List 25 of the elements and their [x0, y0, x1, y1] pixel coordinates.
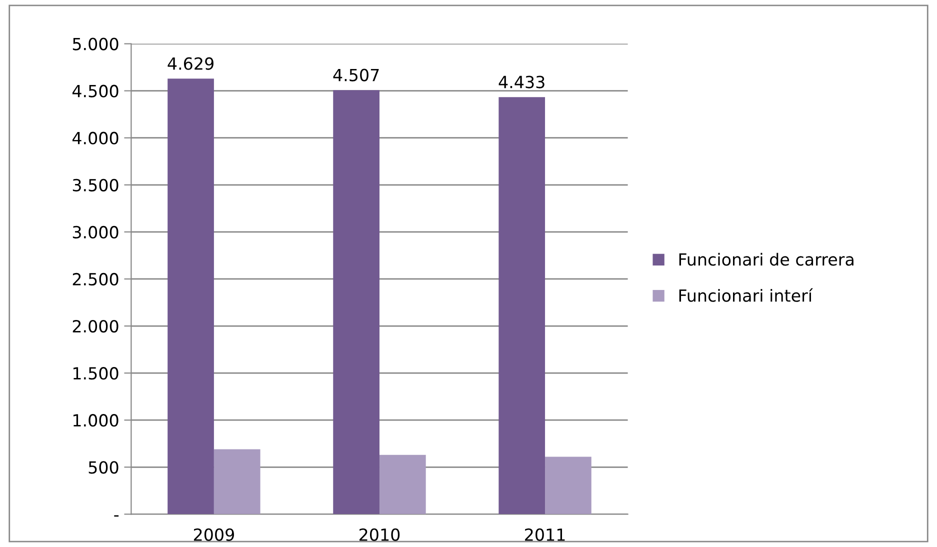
legend-label: Funcionari interí — [679, 288, 813, 302]
data-label: 4.433 — [498, 76, 544, 88]
data-label: 4.507 — [333, 68, 379, 82]
y-tick-label: 2.500 — [72, 272, 118, 286]
data-label: 4.629 — [168, 57, 214, 70]
legend-label: Funcionari de carrera — [679, 252, 854, 266]
bar — [214, 449, 260, 514]
bar — [545, 456, 592, 514]
y-tick-label: 1.500 — [73, 367, 118, 380]
bar — [379, 454, 426, 514]
y-tick-label: 5.000 — [72, 38, 118, 50]
y-tick-label: 3.000 — [72, 226, 118, 238]
y-tick-label: 2.000 — [72, 320, 118, 333]
y-tick-label: 500 — [88, 461, 118, 474]
y-tick-label: 3.500 — [72, 178, 118, 192]
bar — [498, 97, 546, 514]
y-tick-label: 1.000 — [73, 414, 118, 427]
bar — [333, 90, 380, 514]
y-tick-label: 4.500 — [72, 84, 118, 98]
x-tick-label: 2011 — [525, 528, 565, 541]
bar — [168, 78, 214, 514]
y-tick-label: 4.000 — [72, 132, 118, 144]
x-tick-label: 2010 — [360, 528, 400, 541]
x-tick-label: 2009 — [194, 528, 234, 541]
y-tick-label: - — [114, 515, 119, 517]
